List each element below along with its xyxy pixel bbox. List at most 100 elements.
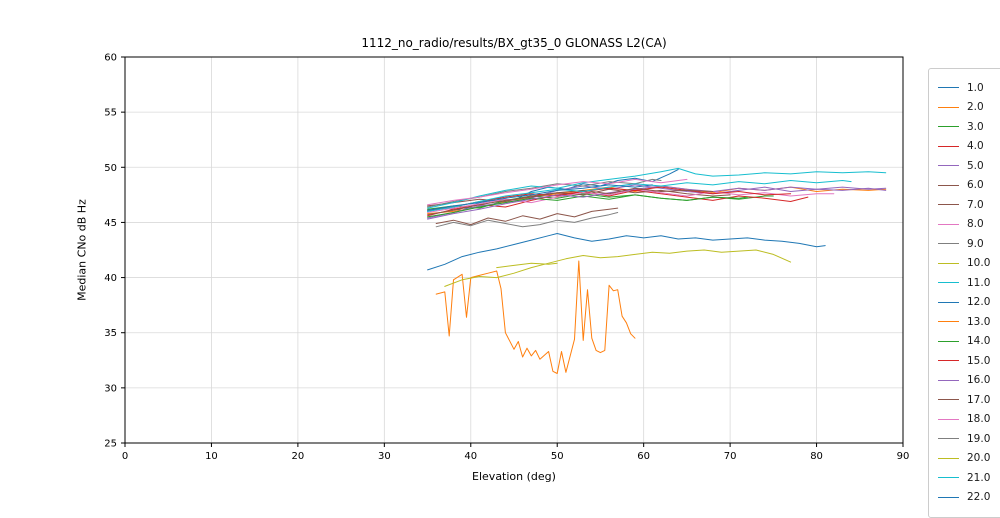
legend-item-22.0: 22.0 [929, 488, 1000, 508]
legend-line-swatch [938, 223, 959, 225]
y-tick-label: 25 [104, 439, 117, 450]
legend-line-swatch [938, 184, 959, 186]
legend: 1.0 2.0 3.0 4.0 5.0 6.0 7.0 8.0 9.0 10.0 11.0 12.0 1… [928, 68, 1000, 518]
y-tick-label: 30 [104, 383, 117, 394]
legend-item-8.0: 8.0 [929, 215, 1000, 235]
legend-label: 1.0 [967, 81, 984, 94]
legend-label: 20.0 [967, 452, 991, 465]
legend-item-20.0: 20.0 [929, 449, 1000, 469]
legend-line-swatch [938, 165, 959, 167]
legend-label: 17.0 [967, 393, 991, 406]
legend-label: 12.0 [967, 296, 991, 309]
legend-item-17.0: 17.0 [929, 390, 1000, 410]
matplotlib-figure: 1112_no_radio/results/BX_gt35_0 GLONASS … [75, 36, 1000, 518]
legend-line-swatch [938, 87, 959, 89]
series-line-7.0 [427, 188, 731, 207]
legend-label: 22.0 [967, 491, 991, 504]
legend-label: 13.0 [967, 315, 991, 328]
series-line-21.0 [427, 180, 852, 212]
legend-item-4.0: 4.0 [929, 137, 1000, 157]
legend-line-swatch [938, 340, 959, 342]
x-tick-label: 60 [637, 451, 650, 462]
chart-title: 1112_no_radio/results/BX_gt35_0 GLONASS … [361, 36, 667, 50]
x-tick-label: 20 [292, 451, 305, 462]
x-tick-label: 70 [724, 451, 737, 462]
series-line-9.0 [427, 178, 662, 208]
legend-line-swatch [938, 438, 959, 440]
legend-label: 9.0 [967, 237, 984, 250]
legend-line-swatch [938, 282, 959, 284]
legend-item-14.0: 14.0 [929, 332, 1000, 352]
legend-label: 5.0 [967, 159, 984, 172]
legend-line-swatch [938, 496, 959, 498]
series-line-18.0 [427, 178, 688, 206]
series-line-17.0 [427, 187, 714, 216]
plot-area: 0 10 20 30 40 50 60 70 80 90 25 30 35 40 45 50 55 60 [104, 53, 910, 463]
legend-line-swatch [938, 418, 959, 420]
legend-line-swatch [938, 243, 959, 245]
series-line-6.0 [435, 207, 619, 226]
legend-line-swatch [938, 126, 959, 128]
legend-label: 3.0 [967, 120, 984, 133]
x-tick-label: 0 [122, 451, 128, 462]
legend-item-5.0: 5.0 [929, 156, 1000, 176]
legend-item-1.0: 1.0 [929, 78, 1000, 98]
axes-border [124, 56, 904, 444]
legend-line-swatch [938, 262, 959, 264]
legend-line-swatch [938, 301, 959, 303]
legend-line-swatch [938, 204, 959, 206]
legend-line-swatch [938, 360, 959, 362]
legend-item-6.0: 6.0 [929, 176, 1000, 196]
x-tick-label: 90 [897, 451, 910, 462]
legend-line-swatch [938, 379, 959, 381]
y-tick-label: 40 [104, 273, 117, 284]
series-line-4.0 [427, 189, 809, 217]
legend-item-7.0: 7.0 [929, 195, 1000, 215]
series-line-13.0 [435, 260, 636, 374]
series-line-10.0 [496, 262, 558, 269]
y-tick-label: 55 [104, 108, 117, 119]
legend-item-15.0: 15.0 [929, 351, 1000, 371]
legend-item-21.0: 21.0 [929, 468, 1000, 488]
x-axis-label: Elevation (deg) [472, 470, 556, 483]
y-tick-label: 45 [104, 218, 117, 229]
legend-item-12.0: 12.0 [929, 293, 1000, 313]
series-line-12.0 [427, 233, 826, 271]
legend-line-swatch [938, 106, 959, 108]
legend-label: 7.0 [967, 198, 984, 211]
legend-label: 15.0 [967, 354, 991, 367]
legend-label: 21.0 [967, 471, 991, 484]
legend-item-18.0: 18.0 [929, 410, 1000, 430]
x-tick-label: 30 [378, 451, 391, 462]
legend-label: 8.0 [967, 218, 984, 231]
legend-item-10.0: 10.0 [929, 254, 1000, 274]
y-axis-label: Median CNo dB Hz [75, 199, 89, 301]
legend-label: 10.0 [967, 257, 991, 270]
y-tick-label: 60 [104, 53, 117, 64]
legend-item-3.0: 3.0 [929, 117, 1000, 137]
y-tick-label: 35 [104, 328, 117, 339]
legend-line-swatch [938, 399, 959, 401]
series-line-11.0 [427, 167, 887, 209]
legend-item-19.0: 19.0 [929, 429, 1000, 449]
legend-label: 14.0 [967, 335, 991, 348]
legend-line-swatch [938, 145, 959, 147]
x-tick-label: 10 [205, 451, 218, 462]
legend-item-13.0: 13.0 [929, 312, 1000, 332]
legend-label: 2.0 [967, 101, 984, 114]
legend-item-16.0: 16.0 [929, 371, 1000, 391]
x-tick-label: 50 [551, 451, 564, 462]
legend-item-9.0: 9.0 [929, 234, 1000, 254]
legend-label: 16.0 [967, 374, 991, 387]
legend-label: 18.0 [967, 413, 991, 426]
legend-label: 19.0 [967, 432, 991, 445]
legend-item-2.0: 2.0 [929, 98, 1000, 118]
legend-item-11.0: 11.0 [929, 273, 1000, 293]
legend-label: 6.0 [967, 179, 984, 192]
legend-line-swatch [938, 321, 959, 323]
series-line-20.0 [444, 249, 792, 287]
series-line-22.0 [427, 184, 653, 211]
legend-line-swatch [938, 457, 959, 459]
series-line-19.0 [435, 212, 619, 228]
legend-label: 11.0 [967, 276, 991, 289]
